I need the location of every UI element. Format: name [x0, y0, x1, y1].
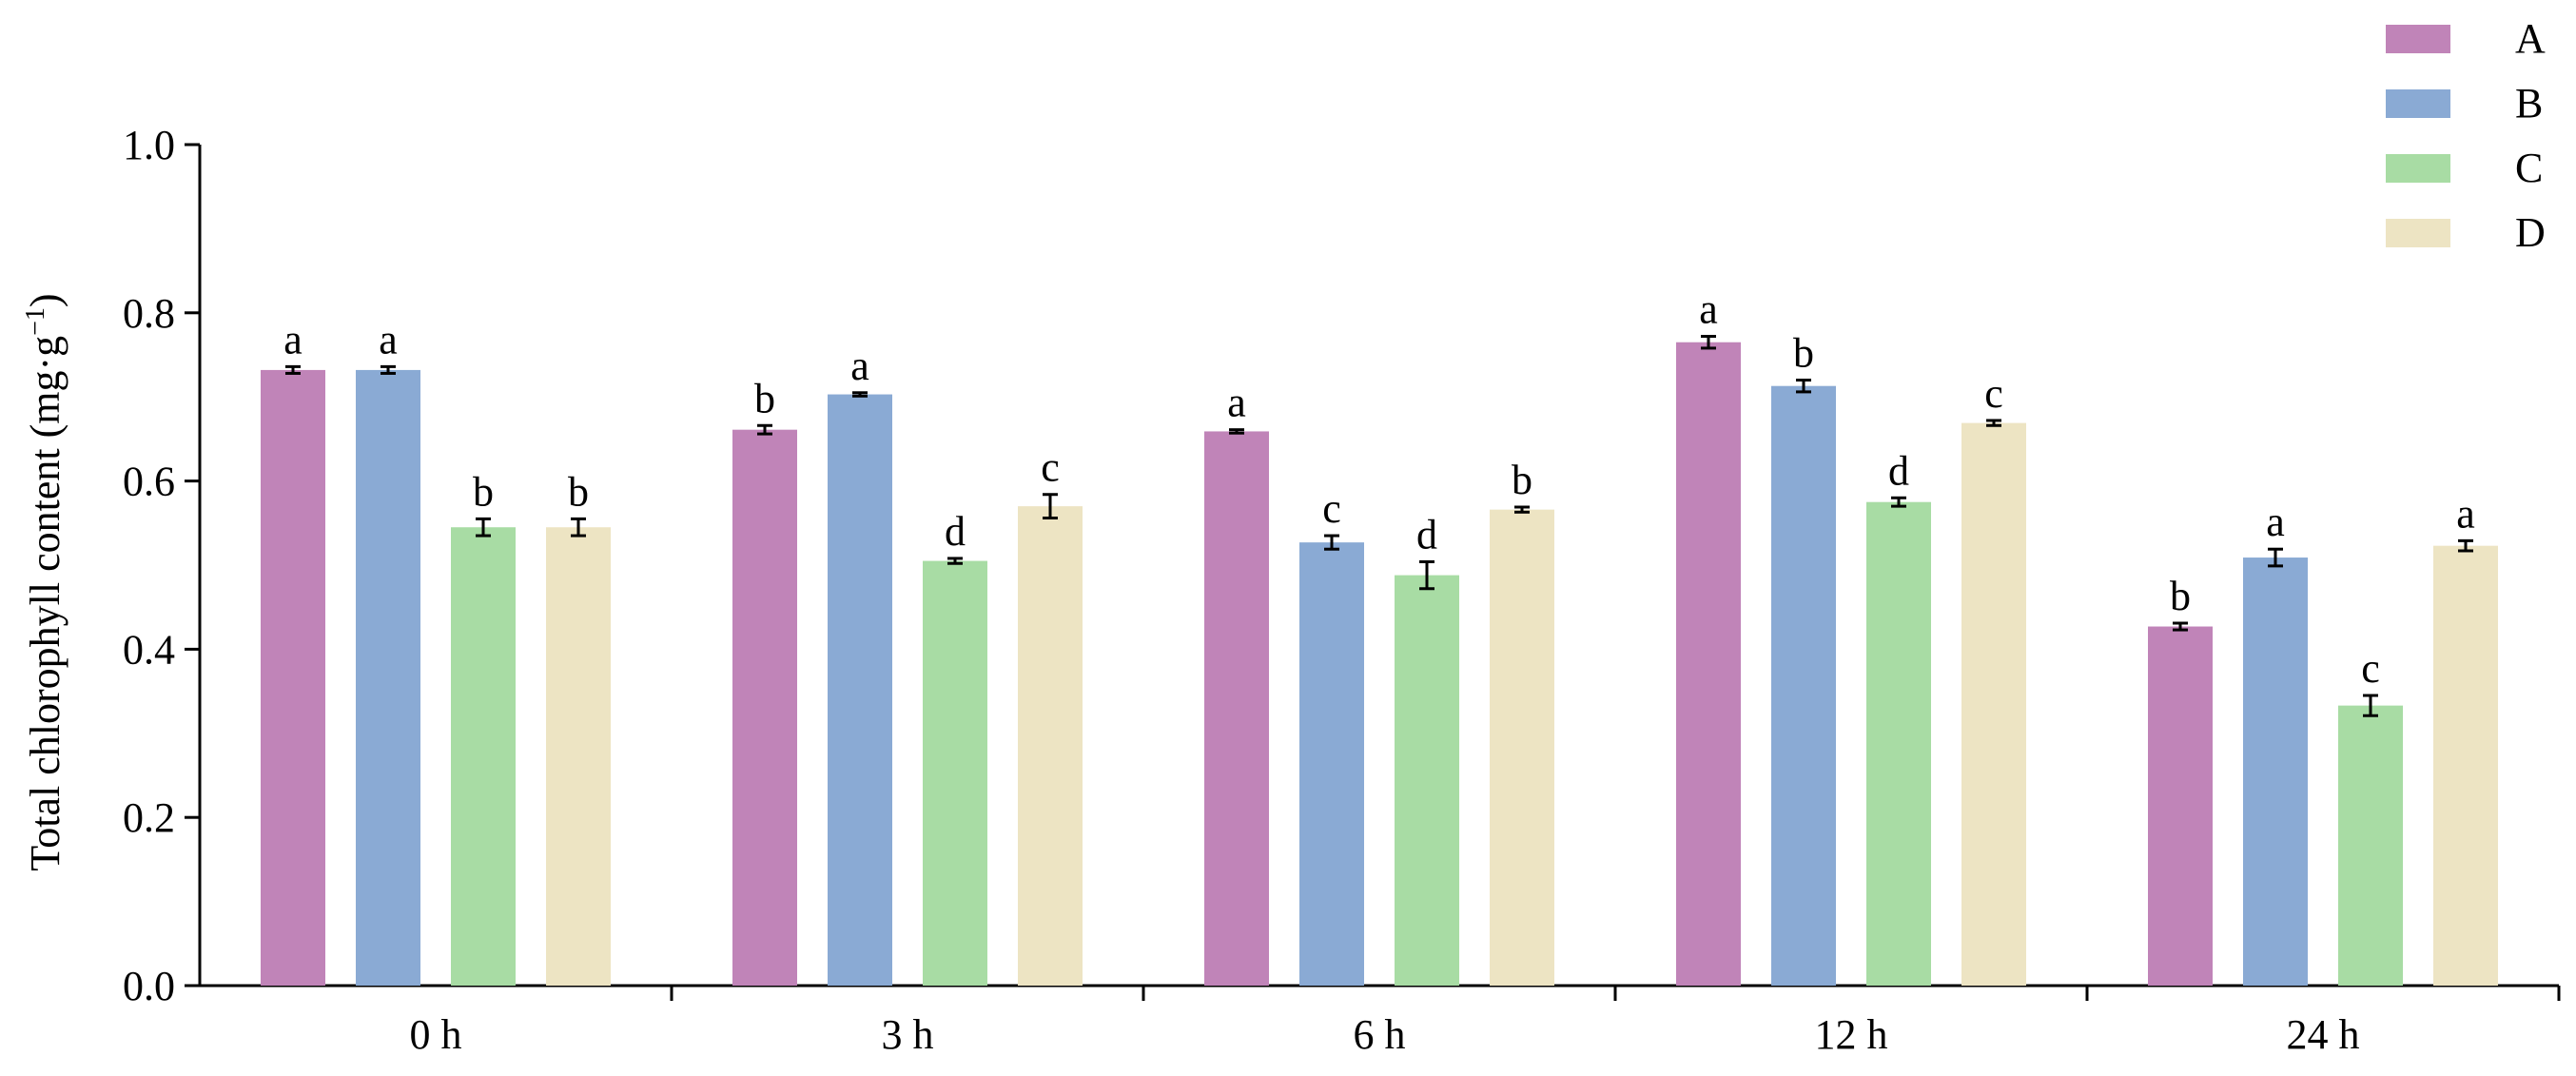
legend-label-c: C: [2515, 145, 2543, 191]
significance-label: a: [283, 316, 302, 362]
x-tick-label: 12 h: [1815, 1011, 1888, 1058]
y-axis-title-close: ): [22, 293, 68, 307]
error-bar: [947, 557, 963, 565]
significance-label: b: [1512, 457, 1532, 503]
y-axis-title: Total chlorophyll content (mg·g−1): [21, 293, 68, 871]
error-bar: [1419, 559, 1434, 591]
error-bar: [285, 364, 301, 375]
significance-label: b: [473, 468, 494, 515]
error-bar: [2268, 547, 2283, 568]
bars-layer: [261, 335, 2498, 987]
error-bar: [757, 423, 772, 436]
x-tick-label: 0 h: [410, 1011, 462, 1058]
significance-label: a: [2456, 490, 2475, 537]
legend-swatch-d: [2386, 219, 2450, 247]
bar-c: [2338, 705, 2403, 986]
bar-d: [546, 527, 611, 986]
error-bar: [476, 517, 491, 538]
error-bar: [571, 517, 586, 538]
error-bar: [1986, 419, 2001, 427]
significance-label: b: [568, 468, 589, 515]
bar-d: [1490, 509, 1554, 986]
legend-label-d: D: [2515, 209, 2546, 256]
error-bar: [2363, 694, 2378, 717]
error-bar: [1043, 493, 1058, 519]
bar-c: [1866, 501, 1931, 986]
significance-label: c: [1041, 444, 1060, 491]
significance-label: b: [2170, 573, 2191, 619]
error-bar: [1229, 428, 1244, 435]
labels-layer: a a b b b a d c a c d b a b d c b a c a: [283, 286, 2475, 692]
bar-a: [732, 429, 797, 986]
error-bar: [852, 391, 868, 398]
bar-b: [356, 369, 420, 986]
significance-label: b: [754, 375, 775, 421]
significance-label: c: [1322, 485, 1341, 532]
y-tick-label: 0.8: [123, 290, 175, 337]
error-bar: [2458, 538, 2473, 553]
significance-label: a: [1227, 380, 1246, 426]
bar-a: [1204, 431, 1269, 987]
legend-swatch-b: [2386, 89, 2450, 118]
significance-label: a: [850, 342, 869, 389]
significance-label: d: [1888, 447, 1909, 494]
bar-c: [923, 560, 987, 986]
x-tick-label: 3 h: [882, 1011, 934, 1058]
bar-a: [1676, 342, 1741, 986]
bar-a: [261, 369, 325, 986]
error-bar: [1891, 496, 1906, 508]
legend-label-a: A: [2515, 15, 2546, 62]
significance-label: b: [1793, 330, 1814, 377]
significance-label: c: [2361, 645, 2380, 692]
x-tick-label: 24 h: [2287, 1011, 2360, 1058]
legend-label-b: B: [2515, 80, 2543, 127]
significance-label: a: [2266, 499, 2285, 545]
bar-c: [451, 527, 516, 986]
error-bar: [1514, 505, 1530, 514]
bar-a: [2148, 626, 2213, 986]
bar-d: [2433, 545, 2498, 986]
y-tick-label: 0.4: [123, 626, 175, 673]
significance-label: d: [945, 508, 966, 555]
x-tick-label: 6 h: [1354, 1011, 1406, 1058]
y-tick-label: 0.0: [123, 963, 175, 1009]
significance-label: d: [1416, 511, 1437, 558]
bar-b: [1771, 385, 1836, 986]
error-bar: [1324, 534, 1339, 551]
y-axis-title-main: Total chlorophyll content (mg·g: [22, 336, 68, 871]
bar-b: [1299, 542, 1364, 986]
legend-swatch-a: [2386, 25, 2450, 53]
error-bar: [1796, 379, 1811, 394]
bar-d: [1018, 506, 1083, 986]
error-bar: [381, 364, 396, 375]
bar-c: [1395, 575, 1459, 986]
y-tick-label: 0.2: [123, 794, 175, 841]
error-bar: [2173, 621, 2188, 632]
significance-label: a: [1699, 286, 1718, 333]
significance-label: c: [1984, 370, 2003, 417]
y-tick-label: 1.0: [123, 122, 175, 168]
y-axis-title-superscript: −1: [21, 307, 50, 336]
error-bar: [1701, 335, 1716, 350]
bar-b: [2243, 558, 2308, 986]
bar-d: [1961, 422, 2026, 986]
significance-label: a: [379, 316, 398, 362]
legend-swatch-c: [2386, 154, 2450, 183]
bar-b: [828, 394, 892, 987]
y-tick-label: 0.6: [123, 459, 175, 505]
